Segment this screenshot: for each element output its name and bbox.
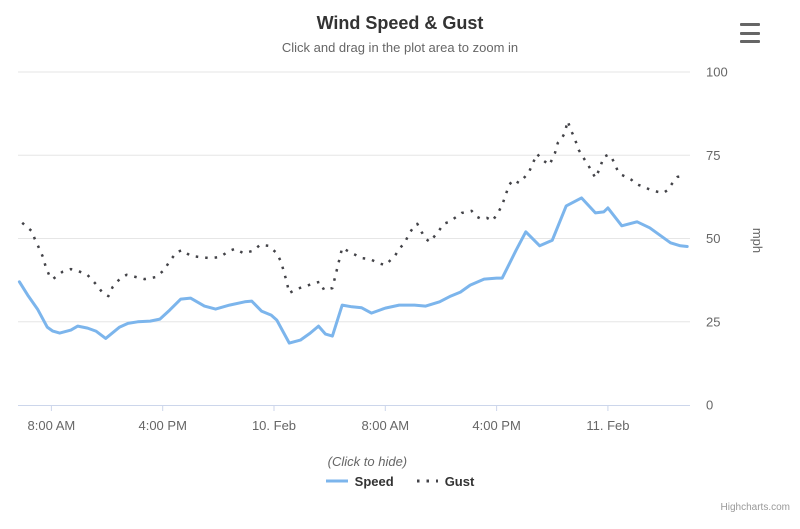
legend-item-speed[interactable]: Speed	[325, 473, 394, 489]
gust-series-line[interactable]	[21, 119, 685, 298]
legend-label-gust: Gust	[444, 473, 475, 489]
highcharts-credits-link[interactable]: Highcharts.com	[720, 502, 790, 513]
x-axis-label: 8:00 AM	[361, 418, 409, 433]
legend-box: (Click to hide) Speed Gust	[325, 454, 475, 489]
legend-label-speed: Speed	[354, 473, 394, 489]
y-axis-title: mph	[750, 228, 765, 253]
y-axis-label: 0	[706, 398, 713, 413]
x-axis-label: 4:00 PM	[472, 418, 520, 433]
y-axis-label: 75	[706, 148, 720, 163]
chart-subtitle: Click and drag in the plot area to zoom …	[281, 40, 519, 55]
legend-title: (Click to hide)	[327, 454, 408, 469]
legend-items: Speed Gust	[325, 473, 475, 489]
x-axis-label: 11. Feb	[586, 418, 629, 433]
hamburger-icon	[740, 23, 760, 43]
x-axis-label: 8:00 AM	[28, 418, 76, 433]
chart-title: Wind Speed & Gust	[316, 13, 484, 33]
chart-context-menu-button[interactable]	[736, 20, 764, 46]
x-axis-label: 4:00 PM	[138, 418, 186, 433]
gust-dotted-line-icon	[416, 479, 438, 483]
y-axis-label: 50	[706, 231, 720, 246]
legend: (Click to hide) Speed Gust	[0, 454, 800, 494]
speed-line-icon	[325, 479, 348, 483]
y-axis-label: 100	[706, 65, 728, 80]
y-axis-label: 25	[706, 314, 720, 329]
speed-series-line[interactable]	[17, 196, 689, 345]
legend-item-gust[interactable]: Gust	[416, 473, 475, 489]
x-axis-label: 10. Feb	[252, 418, 296, 433]
